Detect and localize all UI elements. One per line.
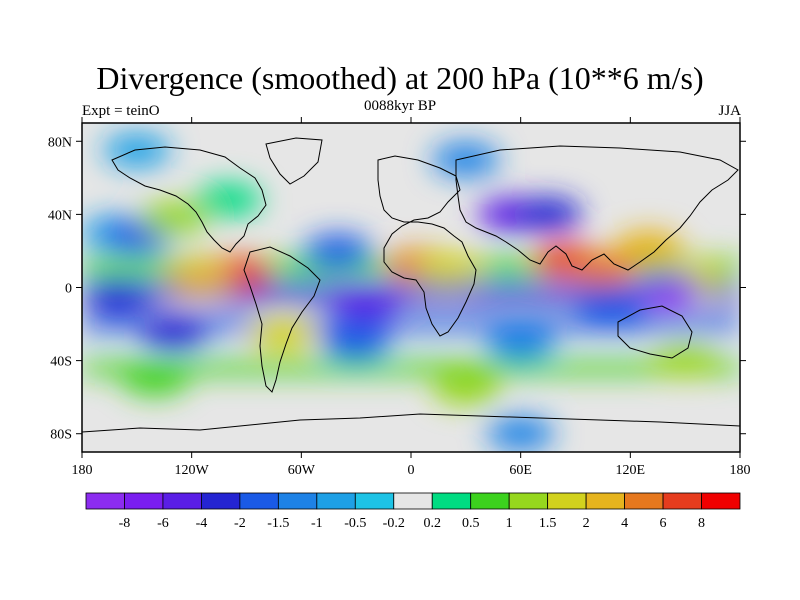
colorbar-swatch [701, 492, 741, 510]
lat-tick-label: 0 [65, 282, 72, 297]
field-cell [413, 252, 482, 287]
field-cell [139, 201, 208, 236]
colorbar-swatch [470, 492, 510, 510]
field-cell [431, 371, 500, 406]
greenland-coast [265, 137, 323, 185]
field-cell [84, 279, 153, 314]
field-band [82, 360, 740, 376]
field-cell [431, 142, 500, 177]
field-cell [102, 133, 171, 168]
antarctica-coast [82, 413, 740, 433]
colorbar-label: -6 [157, 516, 169, 531]
map-axes: 80N 40N 0 40S 80S 180 120W 60W 0 60E 120E 180 [48, 117, 751, 478]
time-label: 0088kyr BP [363, 98, 437, 114]
field-cell [194, 182, 263, 217]
field-cell [514, 197, 583, 232]
colorbar-swatch [162, 492, 202, 510]
europe-africa-coast [377, 155, 477, 337]
field-cell [651, 343, 720, 378]
field-band [82, 316, 740, 332]
colorbar-label: 4 [621, 516, 628, 531]
colorbar-swatch [624, 492, 664, 510]
colorbar: -8 -6 -4 -2 -1.5 -1 -0.5 -0.2 0.2 0.5 1 1.5 2 4 6 8 [85, 492, 741, 531]
lat-tick-label: 40S [50, 355, 72, 370]
colorbar-swatch [508, 492, 549, 510]
colorbar-label: 2 [583, 516, 590, 531]
colorbar-swatch [201, 492, 241, 510]
field-cell [139, 316, 208, 351]
colorbar-label: 0.5 [462, 516, 480, 531]
colorbar-label: 1.5 [539, 516, 557, 531]
colorbar-label: 8 [698, 516, 705, 531]
field-cell [486, 416, 555, 451]
field-cell [632, 274, 701, 309]
lon-tick-label: 0 [408, 463, 415, 478]
field-cell [331, 285, 400, 320]
coastlines [82, 137, 740, 433]
field-cell [303, 233, 372, 268]
lon-tick-label: 60W [288, 463, 316, 478]
experiment-label: Expt = teinO [82, 103, 160, 119]
lon-tick-label: 120E [616, 463, 646, 478]
colorbar-swatch [585, 492, 625, 510]
lat-tick-label: 80N [48, 135, 72, 150]
colorbar-label: -0.2 [383, 516, 405, 531]
lon-tick-label: 180 [72, 463, 93, 478]
field-cell [614, 230, 683, 265]
colorbar-swatch [124, 492, 164, 510]
field-cell [249, 316, 318, 351]
field-cell [486, 325, 555, 360]
colorbar-label: -2 [234, 516, 246, 531]
season-label: JJA [718, 103, 741, 119]
colorbar-label: -0.5 [344, 516, 366, 531]
south-america-coast [243, 246, 321, 393]
field-cell [166, 261, 235, 296]
colorbar-swatch [431, 492, 472, 510]
asia-coast [455, 145, 739, 271]
colorbar-label: -1 [311, 516, 323, 531]
colorbar-label: 0.2 [423, 516, 441, 531]
colorbar-swatch [316, 492, 356, 510]
field-cell [568, 252, 637, 287]
lat-tick-label: 40N [48, 208, 72, 223]
colorbar-swatch [662, 492, 702, 510]
colorbar-label: -1.5 [267, 516, 289, 531]
colorbar-swatch [277, 492, 318, 510]
colorbar-label: 1 [506, 516, 513, 531]
lon-tick-label: 120W [175, 463, 210, 478]
divergence-field [82, 123, 740, 452]
field-cell [121, 361, 190, 396]
lat-tick-label: 80S [50, 428, 72, 443]
colorbar-swatch [85, 492, 125, 510]
colorbar-label: 6 [660, 516, 667, 531]
figure-title: Divergence (smoothed) at 200 hPa (10**6 … [96, 60, 704, 96]
colorbar-swatch [239, 492, 279, 510]
colorbar-label: -4 [196, 516, 208, 531]
lon-tick-label: 60E [509, 463, 532, 478]
colorbar-swatch [547, 492, 587, 510]
lon-tick-label: 180 [730, 463, 751, 478]
australia-coast [617, 305, 693, 359]
colorbar-swatch [393, 492, 433, 510]
north-america-coast [111, 146, 267, 253]
colorbar-label: -8 [119, 516, 131, 531]
field-cell [322, 325, 391, 360]
colorbar-swatch [354, 492, 395, 510]
field-cell [578, 288, 647, 323]
